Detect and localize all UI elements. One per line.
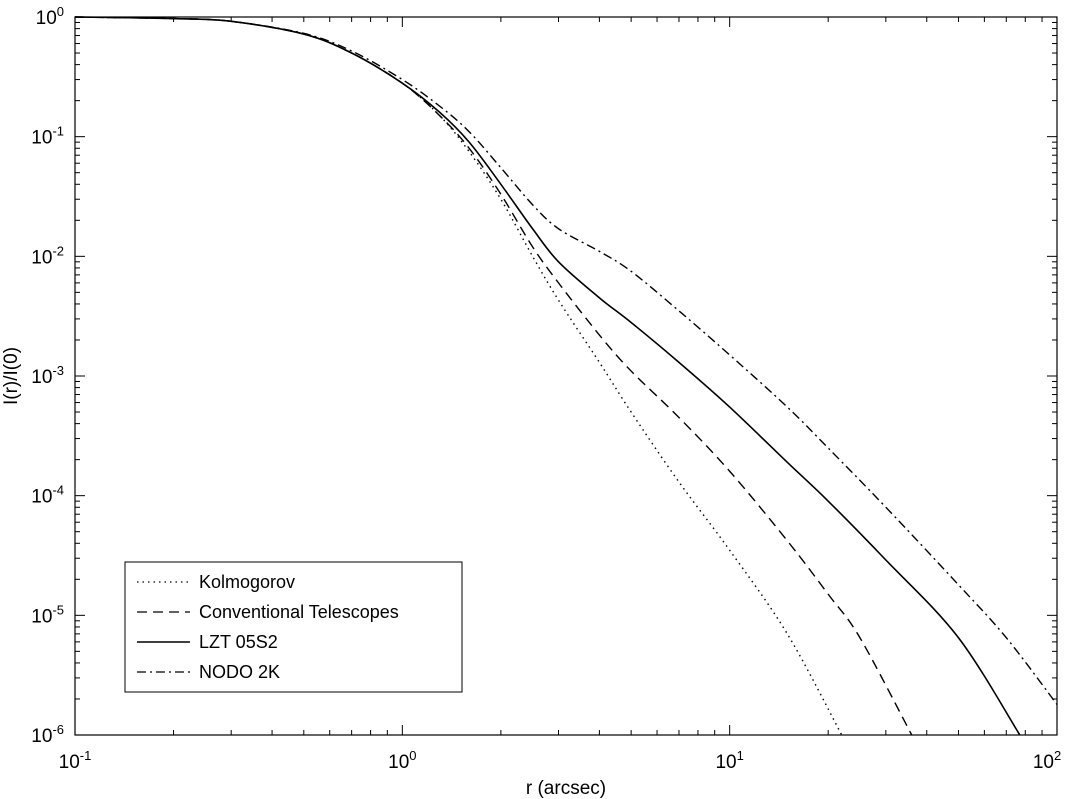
legend-label-nodo: NODO 2K bbox=[199, 662, 280, 682]
tick-labels: 10-1 100 101 102 100 10-1 10-2 10-3 10-4 10-5 10-6 bbox=[31, 4, 1061, 773]
x-tick-label: 101 bbox=[715, 748, 743, 773]
y-axis-label: I(r)/I(0) bbox=[1, 347, 22, 405]
series-line-3 bbox=[74, 16, 1058, 705]
legend-label-kolmogorov: Kolmogorov bbox=[199, 572, 295, 592]
legend-box bbox=[124, 561, 463, 693]
x-tick-label: 102 bbox=[1033, 748, 1061, 773]
legend-label-conventional: Conventional Telescopes bbox=[199, 602, 399, 622]
legend-label-lzt: LZT 05S2 bbox=[199, 632, 278, 652]
plot-frame bbox=[74, 16, 1058, 736]
series-layer bbox=[74, 16, 1058, 736]
y-tick-label: 10-4 bbox=[31, 483, 64, 508]
y-tick-label: 10-1 bbox=[31, 124, 64, 149]
y-tick-label: 10-6 bbox=[31, 722, 64, 747]
x-tick-label: 10-1 bbox=[59, 748, 92, 773]
y-tick-label: 100 bbox=[36, 4, 64, 29]
y-tick-label: 10-5 bbox=[31, 602, 64, 627]
y-tick-label: 10-2 bbox=[31, 243, 64, 268]
x-axis-label: r (arcsec) bbox=[526, 778, 606, 799]
legend: Kolmogorov Conventional Telescopes LZT 0… bbox=[124, 561, 463, 693]
y-tick-label: 10-3 bbox=[31, 363, 64, 388]
x-tick-label: 100 bbox=[388, 748, 416, 773]
